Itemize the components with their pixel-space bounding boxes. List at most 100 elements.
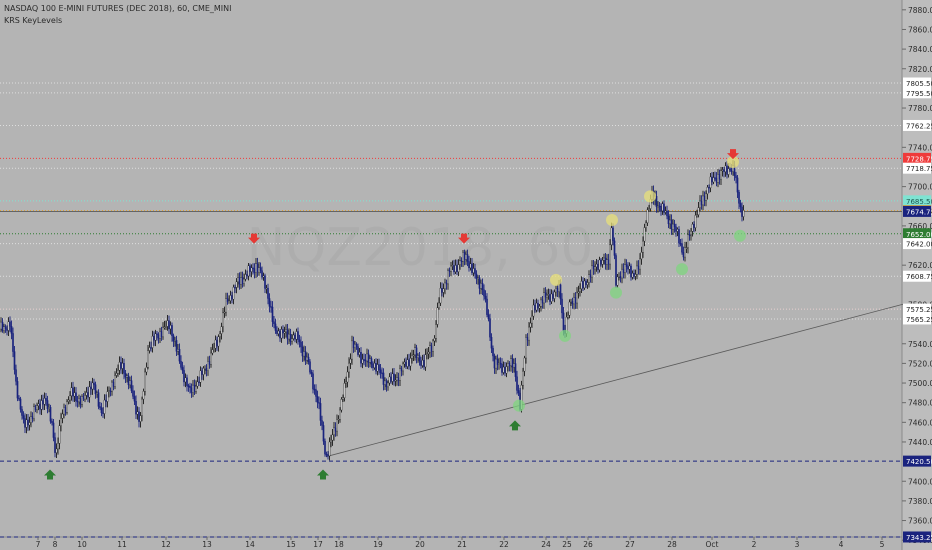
candle-body — [295, 331, 298, 340]
candle-body — [705, 193, 707, 201]
x-tick-label: 21 — [457, 540, 467, 549]
candle-body — [465, 254, 467, 260]
candle-body — [487, 314, 490, 319]
candle-body — [304, 351, 307, 361]
sell-arrow-icon — [458, 233, 470, 244]
candle-body — [246, 274, 248, 277]
candle-body — [60, 417, 62, 426]
candle-body — [259, 267, 262, 271]
candle-body — [342, 397, 344, 400]
candle-body — [193, 384, 196, 392]
candle-body — [69, 395, 71, 401]
x-tick-label: 17 — [313, 540, 323, 549]
level-label: 7652.00 — [906, 231, 932, 239]
candle-body — [217, 336, 220, 347]
pivot-circle-marker — [550, 273, 562, 286]
candle-body — [595, 263, 598, 268]
candle-body — [618, 276, 620, 278]
candle-body — [532, 304, 535, 317]
candle-body — [378, 364, 380, 370]
legend: NASDAQ 100 E-MINI FUTURES (DEC 2018), 60… — [4, 3, 232, 27]
y-tick-label: 7380.00 — [908, 497, 932, 506]
candle-body — [714, 177, 716, 179]
candle-body — [195, 385, 197, 392]
candle-body — [165, 326, 167, 328]
candle-body — [648, 208, 650, 210]
candle-body — [180, 360, 182, 368]
x-tick-label: 10 — [77, 540, 87, 549]
candle-body — [78, 398, 80, 403]
candle-body — [544, 292, 547, 298]
candle-body — [537, 302, 539, 309]
pivot-circle-marker — [559, 329, 571, 342]
candle-body — [316, 396, 319, 403]
candle-body — [307, 356, 310, 362]
buy-arrow-icon — [44, 469, 56, 480]
candle-body — [540, 299, 542, 307]
level-label: 7420.50 — [906, 458, 932, 466]
candle-body — [183, 370, 185, 383]
candle-body — [493, 355, 496, 369]
level-label-bg — [903, 162, 931, 174]
candle-body — [190, 387, 193, 393]
candle-body — [4, 326, 7, 330]
candle-body — [457, 264, 460, 272]
candle-body — [474, 268, 476, 275]
candle-body — [103, 399, 106, 414]
candle-body — [681, 243, 683, 253]
candle-body — [726, 165, 728, 175]
candle-body — [55, 448, 58, 453]
candle-body — [132, 390, 134, 397]
candle-body — [333, 427, 335, 436]
candle-body — [358, 352, 361, 355]
level-label-bg — [903, 152, 931, 164]
chart-title: NASDAQ 100 E-MINI FUTURES (DEC 2018), 60… — [4, 4, 232, 13]
candle-body — [232, 286, 235, 300]
candle-body — [424, 354, 427, 368]
candle-body — [292, 334, 295, 339]
candle-body — [678, 229, 680, 244]
candle-body — [384, 380, 386, 385]
candle-body — [184, 377, 187, 383]
x-tick-label: 18 — [334, 540, 344, 549]
candle-body — [348, 362, 350, 373]
candle-body — [694, 215, 697, 228]
candle-body — [420, 361, 422, 366]
candle-body — [273, 321, 275, 325]
candle-body — [646, 209, 649, 224]
candle-body — [111, 381, 113, 392]
candle-body — [639, 258, 641, 270]
candle-body — [739, 203, 742, 208]
candle-body — [670, 219, 673, 230]
candle-body — [40, 400, 43, 410]
candle-body — [625, 264, 628, 267]
candle-body — [495, 358, 497, 369]
candle-body — [153, 335, 155, 341]
candle-body — [31, 416, 34, 419]
candle-body — [445, 282, 448, 285]
candle-body — [627, 266, 629, 270]
candle-body — [702, 195, 704, 206]
candle-body — [252, 267, 254, 270]
candle-body — [303, 351, 305, 357]
candle-body — [42, 400, 44, 405]
candle-body — [136, 411, 139, 415]
candle-body — [417, 355, 419, 358]
candle-body — [502, 366, 505, 373]
candle-body — [16, 381, 19, 399]
candle-body — [265, 287, 268, 290]
candle-body — [525, 337, 527, 359]
candle-body — [622, 268, 625, 273]
candle-body — [736, 177, 739, 193]
candle-body — [636, 265, 638, 275]
level-label-bg — [903, 531, 931, 543]
candle-body — [700, 200, 703, 206]
candle-body — [456, 265, 458, 272]
candle-body — [213, 347, 215, 350]
candle-body — [372, 364, 374, 368]
y-tick-label: 7520.00 — [908, 359, 932, 368]
candle-body — [610, 227, 613, 246]
candle-body — [603, 257, 605, 261]
trend-line — [325, 304, 903, 458]
